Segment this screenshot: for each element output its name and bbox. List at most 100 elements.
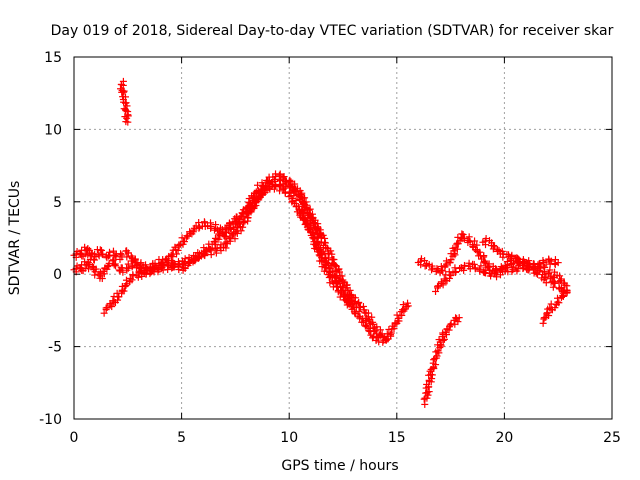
data-point xyxy=(370,327,378,335)
data-point xyxy=(437,342,445,350)
data-point xyxy=(460,261,468,269)
data-point xyxy=(124,118,132,126)
data-point xyxy=(563,286,571,294)
data-point xyxy=(88,263,96,271)
data-point xyxy=(118,286,126,294)
data-point xyxy=(363,323,371,331)
data-point xyxy=(361,322,369,330)
data-point xyxy=(212,249,220,257)
data-point xyxy=(388,325,396,333)
data-point xyxy=(173,250,181,258)
data-point xyxy=(123,266,131,274)
data-point xyxy=(120,88,128,96)
data-point xyxy=(465,259,473,267)
data-point xyxy=(318,256,326,264)
data-point xyxy=(446,321,454,329)
data-point xyxy=(84,245,92,253)
data-point xyxy=(554,259,562,267)
data-point xyxy=(333,283,341,291)
x-tick-label: 15 xyxy=(388,430,406,446)
data-point xyxy=(114,296,122,304)
data-point xyxy=(99,267,107,275)
data-point xyxy=(254,181,262,189)
data-point xyxy=(164,261,172,269)
data-point xyxy=(212,221,220,229)
data-point xyxy=(455,314,463,322)
data-point xyxy=(227,225,235,233)
data-point xyxy=(290,192,298,200)
data-point xyxy=(551,259,559,267)
data-point xyxy=(365,327,373,335)
data-point xyxy=(154,268,162,276)
data-point xyxy=(133,264,141,272)
data-point xyxy=(551,279,559,287)
data-point xyxy=(235,220,243,228)
data-points xyxy=(70,77,571,408)
data-point xyxy=(169,253,177,261)
data-point xyxy=(114,293,122,301)
data-point xyxy=(547,257,555,265)
data-point xyxy=(540,315,548,323)
data-point xyxy=(282,179,290,187)
data-point xyxy=(438,279,446,287)
data-point xyxy=(170,263,178,271)
data-point xyxy=(334,288,342,296)
data-point xyxy=(394,314,402,322)
data-point xyxy=(104,263,112,271)
x-axis-label: GPS time / hours xyxy=(281,458,398,474)
data-point xyxy=(171,243,179,251)
y-tick-label: 10 xyxy=(44,122,62,138)
data-point xyxy=(514,254,522,262)
data-point xyxy=(436,338,444,346)
data-point xyxy=(237,227,245,235)
data-point xyxy=(302,219,310,227)
data-point xyxy=(149,267,157,275)
data-point xyxy=(182,234,190,242)
data-point xyxy=(306,225,314,233)
data-point xyxy=(207,251,215,259)
data-point xyxy=(240,219,248,227)
data-point xyxy=(111,260,119,268)
data-point xyxy=(309,234,317,242)
data-point xyxy=(441,328,449,336)
data-point xyxy=(458,230,466,238)
data-point xyxy=(470,260,478,268)
data-point xyxy=(446,323,454,331)
data-point xyxy=(239,223,247,231)
data-point xyxy=(438,266,446,274)
data-point xyxy=(179,260,187,268)
data-point xyxy=(459,231,467,239)
data-point xyxy=(181,255,189,263)
data-point xyxy=(400,307,408,315)
data-point xyxy=(308,210,316,218)
data-point xyxy=(276,181,284,189)
data-point xyxy=(421,394,429,402)
data-point xyxy=(441,263,449,271)
data-point xyxy=(119,268,127,276)
data-point xyxy=(258,185,266,193)
data-point xyxy=(525,266,533,274)
data-point xyxy=(184,262,192,270)
data-point xyxy=(347,302,355,310)
data-point xyxy=(519,264,527,272)
data-point xyxy=(238,212,246,220)
data-point xyxy=(428,375,436,383)
data-point xyxy=(119,81,127,89)
data-point xyxy=(424,383,432,391)
data-point xyxy=(446,259,454,267)
data-point xyxy=(429,359,437,367)
data-point xyxy=(104,252,112,260)
data-point xyxy=(119,93,127,101)
data-point xyxy=(315,251,323,259)
data-point xyxy=(321,238,329,246)
data-point xyxy=(451,244,459,252)
data-point xyxy=(313,245,321,253)
data-point xyxy=(481,257,489,265)
data-point xyxy=(554,298,562,306)
data-point xyxy=(351,309,359,317)
data-point xyxy=(482,241,490,249)
data-point xyxy=(123,253,131,261)
data-point xyxy=(134,273,142,281)
data-point xyxy=(191,255,199,263)
